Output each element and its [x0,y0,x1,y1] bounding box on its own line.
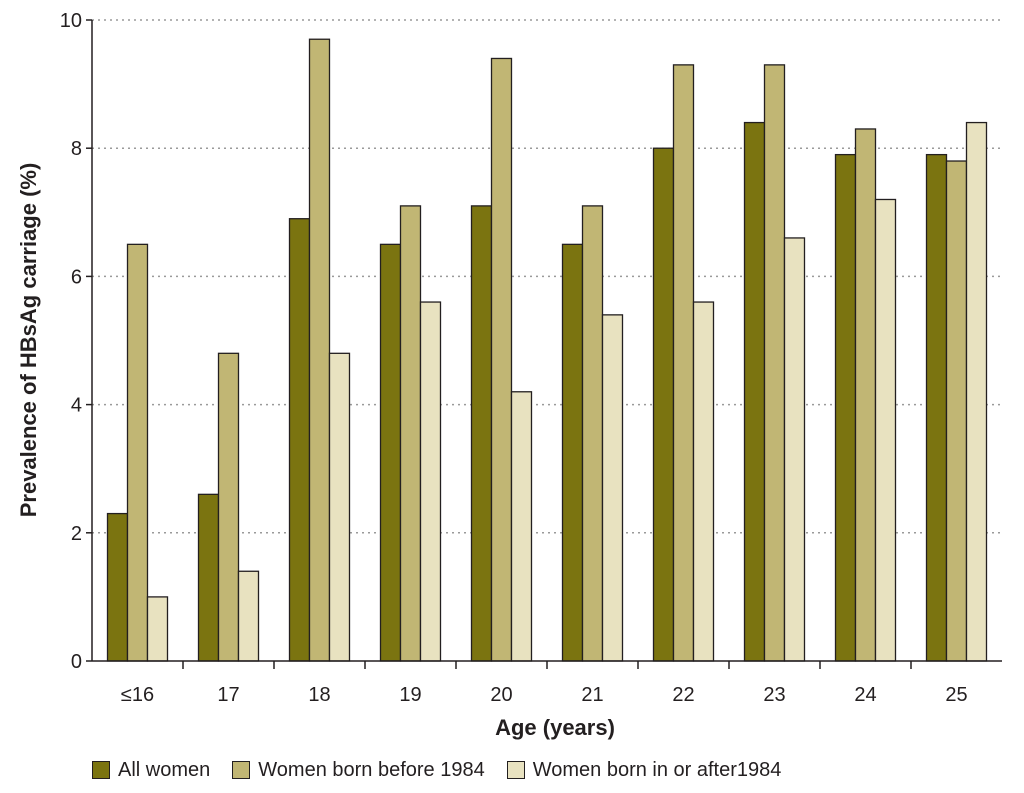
bar-women-born-before-1984-6 [672,64,695,662]
bar-women-born-in-or-after1984-0 [146,596,169,662]
bar-women-born-in-or-after1984-9 [965,121,988,662]
legend-swatch [92,761,110,779]
bar-women-born-before-1984-1 [217,352,240,662]
bar-all-women-7 [743,121,766,662]
bar-all-women-1 [197,493,220,662]
legend-swatch [506,761,525,779]
y-tick-label: 2 [71,523,82,545]
bar-women-born-in-or-after1984-6 [692,301,715,662]
legend-swatch [232,761,251,779]
y-tick-label: 10 [60,10,82,32]
legend-label: Women born before 1984 [258,758,485,781]
y-tick-label: 8 [71,138,82,160]
x-tick-label: 20 [490,684,512,706]
bar-all-women-3 [379,243,402,662]
bar-women-born-before-1984-7 [763,64,786,662]
x-tick-label: ≤16 [121,684,154,706]
x-tick-label: 22 [672,684,694,706]
bar-all-women-2 [288,218,311,662]
bar-women-born-in-or-after1984-5 [601,314,624,662]
bar-women-born-in-or-after1984-7 [783,237,806,662]
y-tick-label: 4 [71,395,82,417]
legend-item-born-before-1984: Women born before 1984 [232,758,485,782]
x-tick-label: 18 [308,684,330,706]
bar-women-born-in-or-after1984-4 [510,391,533,662]
bar-women-born-in-or-after1984-8 [874,198,897,662]
bar-women-born-before-1984-0 [126,243,149,662]
gridlines [92,19,1002,534]
x-axis-title: Age (years) [495,715,615,740]
x-tick-label: 17 [217,684,239,706]
bar-women-born-in-or-after1984-2 [328,352,351,662]
legend-item-born-in-or-after-1984: Women born in or after1984 [506,758,782,782]
legend-item-all-women: All women [92,759,210,782]
legend-label: Women born in or after1984 [532,758,782,781]
bars [106,38,988,662]
bar-women-born-before-1984-2 [308,38,331,662]
x-tick-label: 23 [763,684,785,706]
bar-women-born-before-1984-3 [399,205,422,662]
bar-women-born-before-1984-9 [945,160,968,662]
y-axis-title: Prevalence of HBsAg carriage (%) [16,163,41,518]
y-tick-label: 0 [71,651,82,673]
y-ticks: 0 2 4 6 8 10 [60,10,92,673]
bar-all-women-0 [106,512,129,662]
x-tick-label: 25 [945,684,967,706]
y-tick-label: 6 [71,266,82,288]
bar-women-born-before-1984-5 [581,205,604,662]
legend: All women Women born before 1984 Women b… [92,756,803,784]
x-ticks: ≤16 17 18 19 20 21 22 23 24 25 [121,661,968,706]
x-tick-label: 19 [399,684,421,706]
bar-all-women-6 [652,147,675,662]
bar-women-born-before-1984-4 [490,57,513,662]
bar-women-born-in-or-after1984-3 [419,301,442,662]
x-tick-label: 24 [854,684,876,706]
bar-all-women-9 [925,153,948,662]
legend-label: All women [118,758,211,781]
x-tick-label: 21 [581,684,603,706]
bar-all-women-5 [561,243,584,662]
bar-all-women-8 [834,153,857,662]
bar-all-women-4 [470,205,493,662]
bar-women-born-before-1984-8 [854,128,877,662]
bar-women-born-in-or-after1984-1 [237,570,260,662]
